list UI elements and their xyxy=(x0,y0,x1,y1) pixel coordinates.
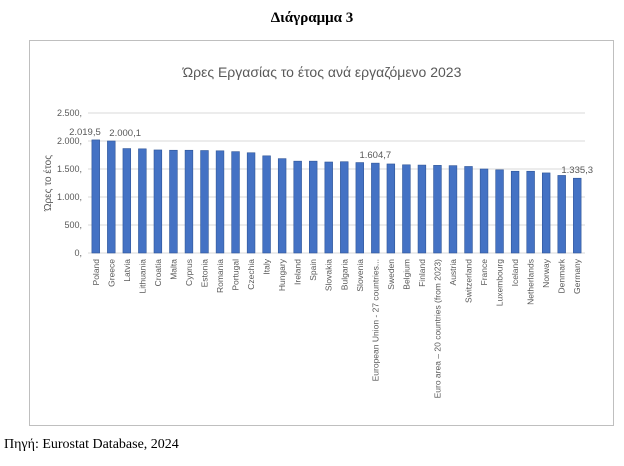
x-tick-label: Germany xyxy=(572,258,582,294)
bar-belgium xyxy=(402,164,411,254)
source-note: Πηγή: Eurostat Database, 2024 xyxy=(4,437,179,452)
data-label: 1.604,7 xyxy=(359,150,391,161)
gridlines xyxy=(88,112,585,254)
data-labels: 2.019,5 2.000,1 1.604,7 1.335,3 xyxy=(69,127,593,176)
figure-heading: Διάγραμμα 3 xyxy=(270,10,354,26)
bar-hungary xyxy=(277,158,287,254)
x-tick-label: Hungary xyxy=(277,258,287,291)
y-tick-label: 500, xyxy=(64,220,82,230)
x-tick-label: Romania xyxy=(215,259,225,293)
bar-luxembourg xyxy=(495,169,504,254)
x-tick-label: Bulgaria xyxy=(339,259,349,290)
x-tick-label: Denmark xyxy=(557,258,567,293)
bar-chart: Ώρες Εργασίας το έτος ανά εργαζόμενο 202… xyxy=(42,64,593,398)
bar-euro-area-20-countries-from-2023 xyxy=(433,165,442,254)
x-tick-label: Spain xyxy=(308,259,318,281)
y-tick-label: 1.500, xyxy=(57,164,82,174)
chart-frame: Ώρες Εργασίας το έτος ανά εργαζόμενο 202… xyxy=(29,40,614,426)
bar-cyprus xyxy=(184,149,194,254)
x-tick-label: Norway xyxy=(541,258,551,288)
y-tick-label: 2.500, xyxy=(57,108,82,118)
bar-lithuania xyxy=(138,148,147,254)
x-tick-label: Finland xyxy=(417,259,427,287)
y-tick-labels: 0, 500, 1.000, 1.500, 2.000, 2.500, xyxy=(57,108,82,258)
data-label: 2.019,5 xyxy=(69,127,101,138)
bar-slovenia xyxy=(355,162,364,254)
x-tick-label: Estonia xyxy=(199,259,209,288)
bar-switzerland xyxy=(464,166,473,254)
data-label: 1.335,3 xyxy=(561,165,593,176)
x-tick-label: Luxembourg xyxy=(495,259,505,307)
bar-sweden xyxy=(386,163,396,254)
x-tick-label: France xyxy=(479,259,489,286)
x-tick-label: Italy xyxy=(262,258,272,274)
bar-slovakia xyxy=(324,161,333,254)
x-tick-label: Croatia xyxy=(153,259,163,287)
bar-france xyxy=(479,168,489,254)
y-tick-label: 1.000, xyxy=(57,192,82,202)
y-tick-label: 0, xyxy=(74,248,82,258)
bar-germany xyxy=(573,177,582,254)
y-axis-label: Ώρες το έτος xyxy=(42,155,54,212)
x-tick-label: Malta xyxy=(168,259,178,280)
x-tick-label: Latvia xyxy=(122,259,132,282)
bar-spain xyxy=(309,160,318,254)
x-tick-label: Poland xyxy=(91,259,101,286)
bar-austria xyxy=(448,165,458,254)
x-tick-label: Netherlands xyxy=(526,259,536,305)
x-tick-label: Lithuania xyxy=(137,259,147,294)
bar-denmark xyxy=(557,175,566,254)
x-tick-labels: Poland Greece Latvia Lithuania Croatia Malta C… xyxy=(91,258,582,398)
bar-netherlands xyxy=(526,170,535,254)
bar-latvia xyxy=(122,148,132,254)
x-tick-label: Greece xyxy=(106,259,116,287)
x-tick-label: Slovenia xyxy=(355,259,365,292)
x-tick-label: Switzerland xyxy=(464,259,474,303)
bar-ireland xyxy=(293,160,302,254)
bar-poland xyxy=(91,139,100,254)
x-tick-label: Slovakia xyxy=(324,259,334,291)
x-tick-label: Cyprus xyxy=(184,259,194,286)
bar-greece xyxy=(107,140,116,254)
bar-european-union-27-countries xyxy=(371,162,380,254)
bar-malta xyxy=(169,149,178,254)
x-tick-label: European Union - 27 countries... xyxy=(370,259,380,381)
x-tick-label: Belgium xyxy=(401,259,411,290)
bar-iceland xyxy=(510,170,520,254)
bar-czechia xyxy=(246,152,256,254)
bar-croatia xyxy=(153,149,163,254)
bar-bulgaria xyxy=(340,161,349,254)
x-tick-label: Czechia xyxy=(246,259,256,290)
x-tick-label: Euro area – 20 countries (from 2023) xyxy=(432,259,442,399)
x-tick-label: Austria xyxy=(448,259,458,286)
bar-estonia xyxy=(200,150,209,254)
bar-romania xyxy=(215,150,225,254)
bars xyxy=(91,139,582,254)
bar-portugal xyxy=(231,151,240,254)
chart-title: Ώρες Εργασίας το έτος ανά εργαζόμενο 202… xyxy=(182,64,462,80)
x-tick-label: Portugal xyxy=(231,259,241,291)
x-tick-label: Sweden xyxy=(386,259,396,290)
bar-finland xyxy=(417,164,427,254)
bar-norway xyxy=(541,172,551,254)
bar-italy xyxy=(262,155,271,254)
y-tick-label: 2.000, xyxy=(57,136,82,146)
x-tick-label: Iceland xyxy=(510,259,520,287)
x-tick-label: Ireland xyxy=(293,259,303,285)
data-label: 2.000,1 xyxy=(109,128,141,139)
